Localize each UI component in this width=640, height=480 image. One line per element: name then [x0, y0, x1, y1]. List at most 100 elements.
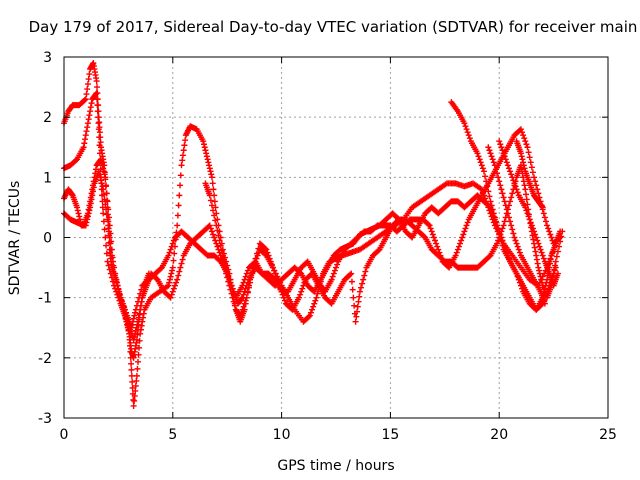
data-point [488, 202, 495, 209]
data-point [130, 336, 137, 343]
data-point [90, 184, 97, 191]
data-point [329, 273, 336, 280]
data-point [497, 141, 504, 148]
data-point [552, 258, 559, 265]
data-point [349, 286, 356, 293]
data-point [532, 231, 539, 238]
data-point [511, 180, 518, 187]
data-point [165, 252, 172, 259]
data-point [513, 186, 520, 193]
axis-ticks [63, 56, 609, 419]
data-point [486, 253, 493, 260]
data-point [99, 183, 106, 190]
data-point [94, 84, 101, 91]
data-point [130, 396, 137, 403]
data-point [175, 272, 182, 279]
data-point [129, 378, 136, 385]
data-point [226, 276, 233, 283]
data-point [170, 285, 177, 292]
data-point [330, 270, 337, 277]
data-point [166, 279, 173, 286]
grid-lines [64, 57, 608, 418]
data-point [524, 144, 531, 151]
data-point [463, 222, 470, 229]
data-point [224, 268, 231, 275]
data-point [463, 126, 470, 133]
data-point [167, 246, 174, 253]
data-point [176, 192, 183, 199]
data-point [102, 201, 109, 208]
y-tick-label: 1 [43, 170, 52, 186]
data-point [137, 330, 144, 337]
data-point [503, 159, 510, 166]
data-point [541, 214, 548, 221]
data-point [243, 294, 250, 301]
data-point [86, 112, 93, 119]
data-point [84, 81, 91, 88]
data-point [133, 324, 140, 331]
x-axis-label: GPS time / hours [277, 458, 394, 474]
data-point [486, 147, 493, 154]
data-point [483, 178, 490, 185]
data-point [435, 246, 442, 253]
data-point [524, 210, 531, 217]
data-point [171, 250, 178, 257]
data-point [72, 157, 79, 164]
data-point [227, 279, 234, 286]
data-point [548, 234, 555, 241]
data-point [313, 294, 320, 301]
data-point [137, 326, 144, 333]
data-point [547, 256, 554, 263]
data-point [169, 267, 176, 274]
data-point [244, 289, 251, 296]
data-point [128, 366, 135, 373]
data-point [498, 186, 505, 193]
data-point [527, 159, 534, 166]
data-point [306, 312, 313, 319]
data-point [520, 178, 527, 185]
data-point [88, 100, 95, 107]
data-point [240, 291, 247, 298]
data-point [166, 276, 173, 283]
data-point [508, 222, 515, 229]
data-point [524, 201, 531, 208]
data-point [206, 165, 213, 172]
data-point [425, 221, 432, 228]
data-point [99, 204, 106, 211]
data-point [454, 246, 461, 253]
data-point [475, 153, 482, 160]
data-point [375, 247, 382, 254]
data-point [528, 222, 535, 229]
data-point [157, 265, 164, 272]
data-point [241, 300, 248, 307]
data-point [465, 132, 472, 139]
data-point [248, 274, 255, 281]
data-point [203, 150, 210, 157]
data-point [494, 170, 501, 177]
data-point [213, 240, 220, 247]
data-point [309, 306, 316, 313]
data-point [262, 251, 269, 258]
data-point [104, 216, 111, 223]
data-point [87, 108, 94, 115]
data-point [206, 192, 213, 199]
x-tick-label: 15 [381, 427, 399, 443]
data-point [100, 168, 107, 175]
data-point [209, 180, 216, 187]
data-point [211, 234, 218, 241]
data-point [167, 273, 174, 280]
data-point [434, 243, 441, 250]
data-point [132, 327, 139, 334]
data-point [76, 213, 83, 220]
data-point [132, 382, 139, 389]
data-point [134, 318, 141, 325]
data-point [535, 190, 542, 197]
data-point [521, 182, 528, 189]
data-point [129, 321, 136, 328]
data-point [206, 162, 213, 169]
data-point [107, 240, 114, 247]
data-point [128, 360, 135, 367]
data-point [516, 279, 523, 286]
data-point [553, 253, 560, 260]
data-point [239, 306, 246, 313]
